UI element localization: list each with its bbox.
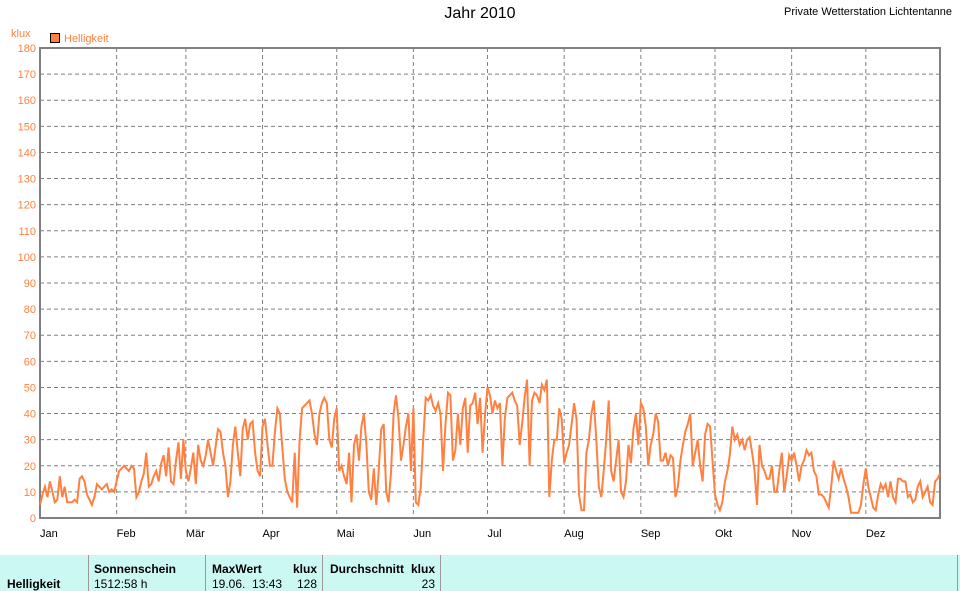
y-tick-label: 170 [18,69,36,81]
y-tick-label: 100 [18,252,36,264]
x-tick-label: Okt [715,528,732,540]
x-tick-label: Feb [117,528,136,540]
max-cell: MaxWert klux 19.06. 13:43 128 [206,555,323,591]
max-date: 19.06. 13:43 [212,577,283,591]
y-tick-label: 0 [30,513,36,525]
x-tick-label: Dez [866,528,886,540]
plot-frame [39,47,941,519]
x-tick-label: Mai [337,528,355,540]
y-tick-label: 10 [24,487,36,499]
max-header: MaxWert [212,562,262,576]
x-tick-label: Sep [641,528,661,540]
legend-label: Helligkeit [64,33,109,45]
x-tick-label: Apr [263,528,280,540]
avg-unit: klux [410,562,435,576]
y-tick-label: 80 [24,304,36,316]
y-tick-label: 40 [24,409,36,421]
y-tick-label: 50 [24,382,36,394]
y-tick-label: 130 [18,174,36,186]
sunshine-value: 1512:58 h [94,577,148,591]
station-name: Private Wetterstation Lichtentanne [784,6,952,18]
legend-swatch [50,33,60,43]
avg-cell: Durchschnitt klux 23 [323,555,441,591]
y-tick-label: 120 [18,200,36,212]
avg-value: 23 [421,577,435,591]
y-tick-label: 20 [24,461,36,473]
x-tick-label: Jun [413,528,431,540]
x-tick-label: Aug [564,528,584,540]
y-tick-label: 160 [18,95,36,107]
y-tick-label: 110 [18,226,36,238]
sunshine-header: Sonnenschein [94,562,177,576]
series-line-helligkeit [39,379,941,514]
y-tick-label: 150 [18,121,36,133]
row-label: Helligkeit [7,577,61,591]
y-tick-label: 140 [18,147,36,159]
y-tick-label: 180 [18,43,36,55]
empty-cell [441,555,958,591]
y-tick-label: 60 [24,356,36,368]
y-tick-label: 30 [24,435,36,447]
x-tick-label: Jan [40,528,58,540]
summary-table: Helligkeit Sonnenschein 1512:58 h MaxWer… [0,555,960,591]
y-axis-unit: klux [11,28,31,40]
max-value: 128 [296,577,317,591]
chart-title: Jahr 2010 [444,5,516,22]
y-tick-label: 70 [24,330,36,342]
x-tick-label: Jul [488,528,502,540]
y-tick-label: 90 [24,278,36,290]
sunshine-cell: Sonnenschein 1512:58 h [89,555,206,591]
max-unit: klux [292,562,317,576]
row-label-cell: Helligkeit [0,555,89,591]
avg-header: Durchschnitt [330,562,405,576]
x-tick-label: Mär [186,528,205,540]
brightness-chart: 0 10 20 30 40 50 60 70 80 90 100 110 120 130 140 150 160… [11,28,941,540]
x-tick-label: Nov [792,528,812,540]
